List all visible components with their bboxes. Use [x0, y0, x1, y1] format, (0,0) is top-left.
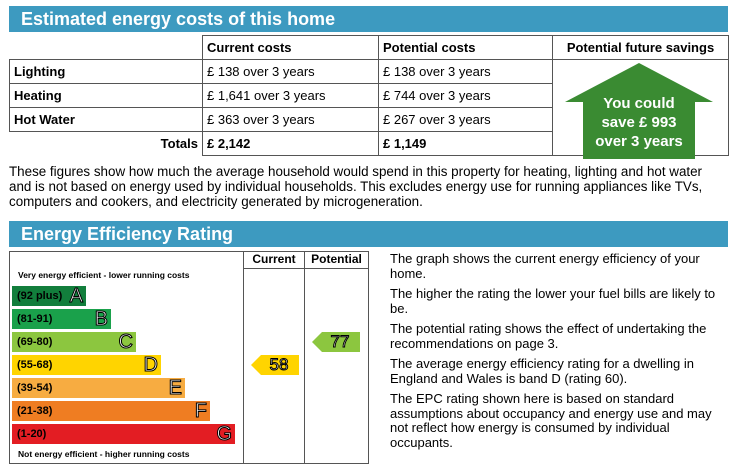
band-range: (21-38)	[17, 405, 53, 417]
row-label: Lighting	[9, 59, 203, 84]
current-cost-cell: £ 138 over 3 years	[202, 59, 379, 84]
note-3: The potential rating shows the effect of…	[390, 321, 707, 351]
band-letter: B	[94, 308, 108, 331]
band-range: (55-68)	[17, 359, 53, 371]
note-1: The graph shows the current energy effic…	[390, 251, 700, 281]
band-e: (39-54) E	[12, 377, 185, 400]
header-blank	[9, 35, 203, 60]
total-current-cost: £ 2,142	[202, 131, 379, 156]
costs-explanation: These figures show how much the average …	[9, 164, 703, 209]
table-row: Hot Water £ 363 over 3 years £ 267 over …	[9, 107, 729, 132]
bottom-caption: Not energy efficient - higher running co…	[18, 449, 190, 459]
top-caption: Very energy efficient - lower running co…	[18, 270, 190, 280]
header-potential-savings: Potential future savings	[552, 35, 729, 60]
column-header-divider	[243, 268, 369, 269]
savings-line-2: save £ 993	[601, 114, 677, 131]
totals-row: Totals £ 2,142 £ 1,149	[9, 131, 729, 156]
row-label: Heating	[9, 83, 203, 108]
band-g: (1-20) G	[12, 423, 235, 446]
potential-cost-cell: £ 267 over 3 years	[378, 107, 553, 132]
table-row: Lighting £ 138 over 3 years £ 138 over 3…	[9, 59, 729, 159]
savings-cell: You could save £ 993 over 3 years	[552, 59, 729, 159]
band-range: (92 plus)	[17, 290, 63, 302]
band-c: (69-80) C	[12, 331, 136, 354]
band-range: (81-91)	[17, 313, 53, 325]
potential-rating-value: 77	[330, 332, 350, 352]
band-letter: D	[143, 354, 158, 377]
current-cost-cell: £ 363 over 3 years	[202, 107, 379, 132]
header-current-costs: Current costs	[202, 35, 379, 60]
band-range: (39-54)	[17, 382, 53, 394]
band-range: (1-20)	[17, 428, 47, 440]
energy-costs-table: Current costs Potential costs Potential …	[9, 35, 729, 159]
header-potential-costs: Potential costs	[378, 35, 553, 60]
divider-potential-left	[304, 251, 305, 464]
band-letter: E	[168, 377, 182, 400]
table-header-row: Current costs Potential costs Potential …	[9, 35, 729, 60]
potential-rating-arrow: 77	[312, 332, 360, 352]
band-letter: A	[69, 285, 83, 308]
rating-section-title: Energy Efficiency Rating	[9, 221, 728, 247]
current-rating-value: 58	[269, 355, 289, 375]
band-letter: F	[194, 400, 207, 423]
rating-notes: The graph shows the current energy effic…	[390, 251, 725, 456]
band-letter: C	[118, 331, 133, 354]
band-f: (21-38) F	[12, 400, 210, 423]
note-4: The average energy efficiency rating for…	[390, 356, 694, 386]
potential-cost-cell: £ 744 over 3 years	[378, 83, 553, 108]
column-header-potential: Potential	[311, 252, 362, 266]
savings-line-1: You could	[603, 95, 675, 112]
costs-section-title: Estimated energy costs of this home	[9, 6, 728, 32]
note-5: The EPC rating shown here is based on st…	[390, 391, 712, 450]
current-rating-arrow: 58	[251, 355, 299, 375]
band-letter: G	[216, 423, 233, 446]
rating-chart-frame	[9, 251, 369, 464]
totals-label: Totals	[9, 131, 203, 156]
row-label: Hot Water	[9, 107, 203, 132]
total-potential-cost: £ 1,149	[378, 131, 553, 156]
divider-current-left	[243, 251, 244, 464]
band-a: (92 plus) A	[12, 285, 86, 308]
band-d: (55-68) D	[12, 354, 161, 377]
band-b: (81-91) B	[12, 308, 111, 331]
band-range: (69-80)	[17, 336, 53, 348]
savings-house-graphic: You could save £ 993 over 3 years	[562, 60, 716, 160]
column-header-current: Current	[252, 252, 296, 266]
potential-cost-cell: £ 138 over 3 years	[378, 59, 553, 84]
savings-line-3: over 3 years	[595, 133, 683, 150]
table-row: Heating £ 1,641 over 3 years £ 744 over …	[9, 83, 729, 108]
current-cost-cell: £ 1,641 over 3 years	[202, 83, 379, 108]
house-icon	[565, 63, 713, 159]
note-2: The higher the rating the lower your fue…	[390, 286, 716, 316]
